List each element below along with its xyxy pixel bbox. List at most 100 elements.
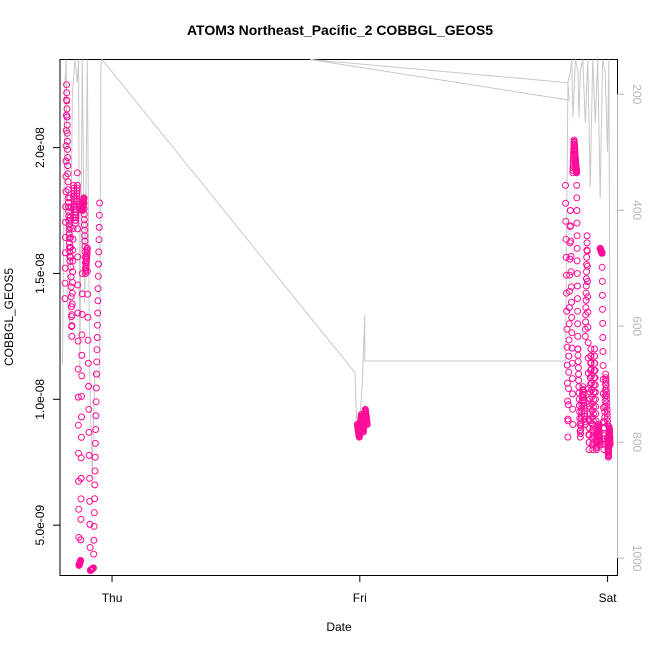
data-point [64, 154, 72, 161]
data-point [93, 321, 101, 329]
data-point [93, 370, 100, 378]
x-axis-label: Date [326, 620, 352, 634]
data-point [77, 556, 85, 564]
data-point [583, 262, 591, 270]
data-point [80, 216, 88, 223]
x-tick-label: Fri [353, 591, 367, 605]
data-point [567, 268, 575, 276]
data-point [567, 237, 575, 245]
data-point [94, 285, 102, 293]
data-point [78, 310, 86, 318]
data-point [603, 403, 611, 410]
data-point [602, 388, 610, 396]
data-point [84, 336, 92, 344]
data-point [75, 505, 83, 513]
data-point [602, 381, 610, 389]
data-point [73, 189, 81, 197]
data-point [63, 81, 71, 89]
data-point [73, 198, 80, 205]
data-point [85, 382, 93, 390]
data-point [567, 252, 575, 260]
data-point [67, 263, 75, 271]
data-point [574, 358, 582, 365]
data-point [598, 263, 606, 271]
data-point [90, 550, 98, 558]
data-point [83, 244, 91, 252]
data-point [64, 178, 72, 186]
data-point [90, 522, 98, 530]
data-point [72, 211, 80, 219]
data-point [577, 422, 585, 430]
data-point [587, 366, 595, 373]
data-point [94, 309, 102, 317]
data-point [92, 412, 100, 420]
data-point [585, 385, 592, 392]
data-point [84, 290, 92, 298]
data-point [85, 428, 93, 436]
right-tick-label: 600 [630, 316, 644, 336]
data-point [591, 381, 599, 389]
data-point [564, 417, 572, 425]
data-point [583, 232, 591, 240]
data-point [562, 235, 570, 243]
data-point [95, 260, 102, 268]
data-point [562, 271, 570, 279]
data-point [590, 403, 597, 410]
data-point [584, 339, 592, 347]
data-point [581, 410, 589, 418]
data-point [565, 336, 573, 344]
data-point [63, 113, 71, 121]
data-point [603, 406, 611, 414]
data-point [90, 509, 98, 517]
data-point [605, 445, 613, 453]
data-point [568, 329, 576, 337]
right-tick-label: 200 [630, 84, 644, 104]
right-tick-label: 800 [630, 432, 644, 452]
data-point [568, 298, 575, 306]
data-point [65, 207, 73, 215]
data-point [565, 320, 573, 328]
x-tick-label: Sat [599, 591, 618, 605]
data-point [591, 345, 599, 353]
data-point [573, 244, 581, 252]
data-point [579, 388, 587, 396]
data-point [90, 536, 98, 544]
data-point [73, 169, 81, 177]
data-point [582, 282, 590, 290]
pressure-line [62, 58, 611, 477]
data-point [598, 277, 606, 285]
data-point [68, 289, 76, 297]
x-axis: Thu Fri Sat [102, 575, 618, 605]
data-point [74, 309, 82, 317]
data-point [564, 433, 572, 441]
data-point [579, 391, 587, 399]
data-point [584, 293, 592, 301]
data-point [72, 208, 80, 216]
data-point [599, 319, 607, 327]
data-point [569, 390, 576, 398]
data-point [580, 407, 588, 415]
data-point [577, 430, 584, 437]
data-point [603, 410, 611, 418]
data-point [80, 210, 88, 218]
data-point [589, 446, 597, 454]
x-tick-label: Thu [102, 591, 123, 605]
data-point [74, 421, 82, 429]
data-point [589, 410, 597, 418]
data-point [95, 236, 103, 244]
data-point [61, 295, 69, 303]
data-point [92, 384, 100, 392]
data-point [77, 495, 85, 503]
data-point [573, 219, 581, 227]
data-point [599, 348, 607, 355]
data-point [63, 129, 71, 137]
data-point [584, 308, 592, 316]
data-point [77, 433, 85, 441]
data-point [77, 536, 85, 544]
data-point [602, 377, 610, 385]
data-point [64, 145, 72, 153]
data-point [80, 194, 88, 202]
data-point [95, 223, 103, 231]
data-point [62, 142, 70, 150]
